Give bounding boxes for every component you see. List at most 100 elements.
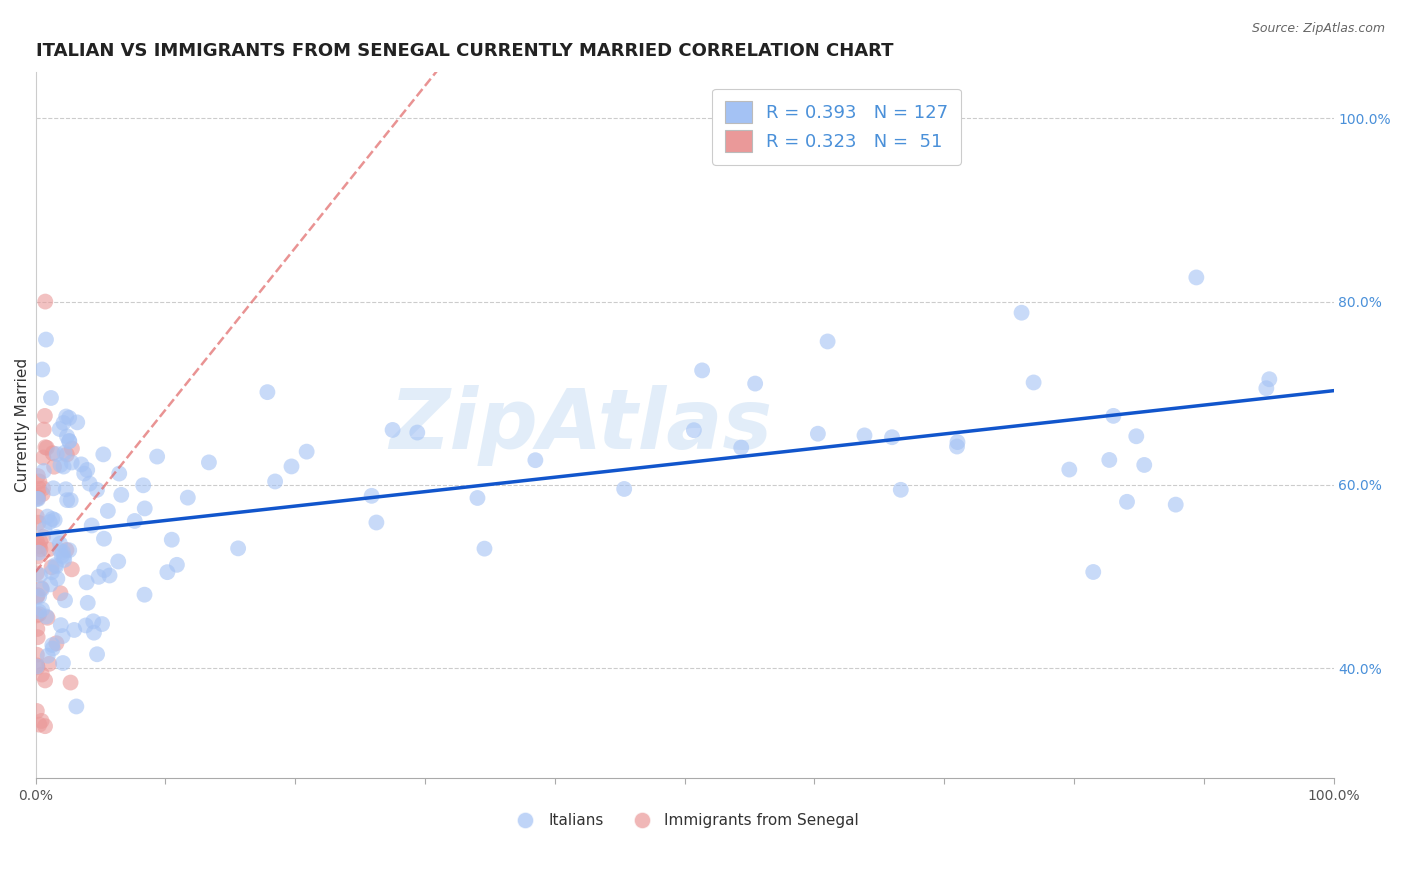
Point xyxy=(110,488,132,502)
Point xyxy=(30,581,52,595)
Point xyxy=(160,533,183,547)
Point xyxy=(280,459,302,474)
Point xyxy=(35,609,58,624)
Point xyxy=(25,590,48,604)
Point xyxy=(76,596,98,610)
Point xyxy=(360,489,382,503)
Point xyxy=(28,568,51,582)
Point xyxy=(60,456,83,470)
Point xyxy=(45,636,67,650)
Point xyxy=(53,445,76,459)
Point xyxy=(27,490,49,504)
Point xyxy=(63,623,86,637)
Point xyxy=(37,611,59,625)
Point xyxy=(524,453,547,467)
Point xyxy=(34,719,56,733)
Point xyxy=(124,514,146,528)
Point xyxy=(27,491,49,505)
Point xyxy=(37,648,59,663)
Point xyxy=(1258,372,1281,386)
Point xyxy=(52,459,75,474)
Point xyxy=(1133,458,1156,472)
Point xyxy=(744,376,766,391)
Point xyxy=(41,446,63,460)
Legend: Italians, Immigrants from Senegal: Italians, Immigrants from Senegal xyxy=(503,807,865,834)
Point xyxy=(132,478,155,492)
Point xyxy=(27,660,49,674)
Point xyxy=(690,363,713,377)
Point xyxy=(35,441,58,455)
Point xyxy=(27,630,49,644)
Point xyxy=(27,469,49,483)
Point xyxy=(226,541,249,556)
Point xyxy=(37,542,59,557)
Point xyxy=(146,450,169,464)
Point xyxy=(28,516,51,530)
Point xyxy=(1116,495,1139,509)
Point xyxy=(28,717,51,731)
Point xyxy=(30,542,52,557)
Point xyxy=(1102,409,1125,423)
Point xyxy=(25,534,48,549)
Point xyxy=(45,559,67,574)
Point xyxy=(27,622,49,636)
Point xyxy=(65,699,87,714)
Point xyxy=(108,467,131,481)
Point xyxy=(177,491,200,505)
Point xyxy=(31,487,53,501)
Point xyxy=(295,444,318,458)
Point xyxy=(946,435,969,450)
Point xyxy=(35,333,58,347)
Point xyxy=(93,563,115,577)
Point xyxy=(59,493,82,508)
Point xyxy=(49,458,72,472)
Point xyxy=(34,673,56,688)
Point xyxy=(1185,270,1208,285)
Point xyxy=(683,423,706,437)
Point xyxy=(30,534,52,549)
Point xyxy=(38,657,60,671)
Point xyxy=(264,475,287,489)
Point xyxy=(1022,376,1045,390)
Point xyxy=(134,501,156,516)
Point xyxy=(156,565,179,579)
Point xyxy=(166,558,188,572)
Point xyxy=(87,570,110,584)
Point xyxy=(38,515,60,529)
Point xyxy=(41,565,63,579)
Point xyxy=(46,572,69,586)
Point xyxy=(1083,565,1105,579)
Point xyxy=(49,536,72,550)
Point xyxy=(49,618,72,632)
Point xyxy=(93,532,115,546)
Point xyxy=(60,562,83,576)
Point xyxy=(28,590,51,604)
Point xyxy=(70,458,93,472)
Point xyxy=(79,476,101,491)
Point xyxy=(256,385,278,400)
Point xyxy=(44,513,66,527)
Point xyxy=(613,482,636,496)
Point xyxy=(27,546,49,560)
Point xyxy=(98,568,121,582)
Point xyxy=(730,441,752,455)
Point xyxy=(91,617,114,632)
Point xyxy=(42,481,65,495)
Point xyxy=(73,467,96,481)
Point xyxy=(28,482,51,496)
Point xyxy=(37,509,59,524)
Point xyxy=(86,647,108,661)
Point xyxy=(853,428,876,442)
Point xyxy=(25,566,48,581)
Point xyxy=(56,429,79,443)
Point xyxy=(51,549,73,563)
Point xyxy=(25,659,48,673)
Point xyxy=(474,541,496,556)
Point xyxy=(58,434,80,449)
Point xyxy=(1098,453,1121,467)
Point xyxy=(55,409,77,424)
Point xyxy=(198,455,221,469)
Point xyxy=(52,549,75,564)
Point xyxy=(55,482,77,496)
Point xyxy=(53,553,76,567)
